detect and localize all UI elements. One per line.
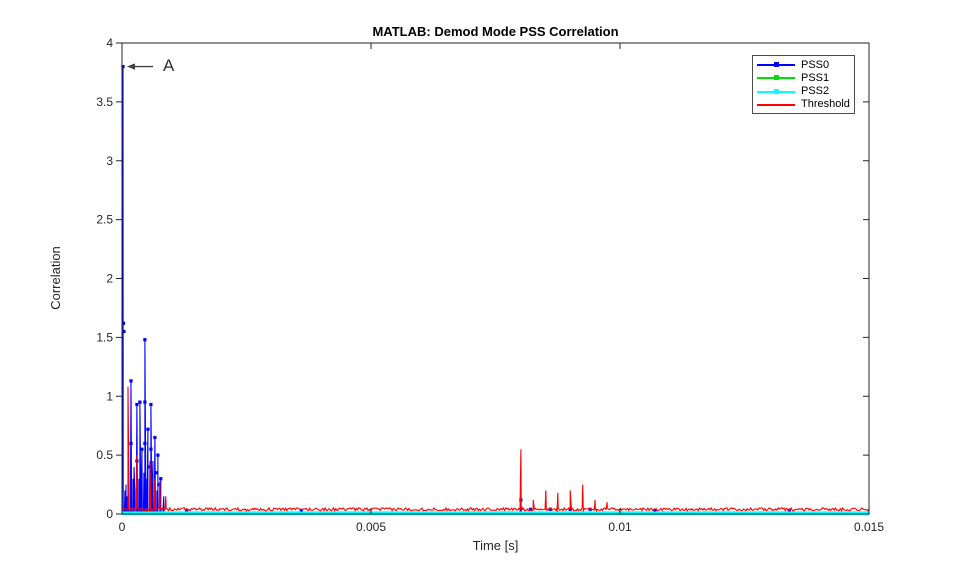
- chart-title: MATLAB: Demod Mode PSS Correlation: [372, 24, 619, 39]
- pss0-marker: [154, 471, 158, 475]
- pss0-marker: [156, 453, 160, 457]
- annotation-text-a[interactable]: A: [163, 56, 175, 75]
- x-axis-label: Time [s]: [472, 538, 519, 553]
- pss0-marker: [129, 441, 133, 445]
- legend-label: Threshold: [801, 98, 850, 111]
- pss0-series-line: [121, 66, 870, 516]
- y-tick-label: 3: [106, 154, 113, 168]
- pss0-marker: [140, 447, 144, 451]
- pss0-marker: [185, 508, 189, 513]
- legend-marker-icon: [774, 88, 779, 94]
- pss0-marker: [121, 65, 125, 69]
- pss0-marker: [122, 329, 126, 334]
- legend-marker-icon: [774, 62, 779, 68]
- y-tick-label: 2: [106, 272, 113, 286]
- annotation-arrowhead-icon: [126, 63, 135, 70]
- pss0-marker: [153, 435, 157, 440]
- legend-label: PSS1: [801, 71, 830, 84]
- x-tick-label: 0.015: [854, 520, 884, 534]
- y-tick-label: 1: [106, 389, 113, 403]
- y-tick-label: 0.5: [96, 448, 113, 462]
- y-tick-label: 0: [106, 507, 113, 521]
- pss0-marker: [143, 338, 147, 342]
- legend-entry-threshold[interactable]: Threshold: [753, 98, 854, 111]
- legend-entry-pss2[interactable]: PSS2: [753, 85, 854, 98]
- legend-line-sample-icon: [757, 85, 795, 98]
- legend-line-sample-icon: [757, 58, 795, 71]
- pss0-marker: [143, 400, 147, 404]
- pss0-marker: [129, 379, 133, 383]
- pss0-marker: [143, 441, 147, 445]
- pss0-marker: [299, 508, 303, 513]
- legend-label: PSS0: [801, 58, 830, 71]
- x-tick-label: 0.005: [356, 520, 386, 534]
- legend-line-sample-icon: [757, 71, 795, 84]
- y-tick-label: 1.5: [96, 330, 113, 344]
- pss0-marker: [548, 507, 552, 511]
- x-tick-label: 0.01: [608, 520, 632, 534]
- legend-entry-pss0[interactable]: PSS0: [753, 58, 854, 71]
- pss0-marker: [146, 427, 150, 431]
- legend-line-sample-icon: [757, 98, 795, 111]
- legend-entry-pss1[interactable]: PSS1: [753, 71, 854, 84]
- pss0-marker: [121, 321, 126, 325]
- y-axis-label: Correlation: [48, 246, 63, 310]
- y-tick-label: 3.5: [96, 95, 113, 109]
- pss0-marker: [568, 507, 572, 511]
- y-tick-label: 2.5: [96, 213, 113, 227]
- y-tick-label: 4: [106, 36, 113, 50]
- legend-marker-icon: [774, 75, 779, 81]
- pss0-marker: [159, 477, 163, 481]
- pss0-marker: [138, 400, 142, 404]
- pss0-marker: [135, 402, 139, 407]
- x-tick-label: 0: [119, 520, 126, 534]
- pss0-marker: [147, 465, 151, 469]
- pss0-marker: [653, 508, 657, 513]
- legend[interactable]: PSS0 PSS1 PSS2 Threshold: [752, 55, 855, 114]
- threshold-series-line: [122, 386, 870, 513]
- pss0-marker: [157, 483, 161, 487]
- pss0-marker: [149, 447, 153, 451]
- legend-label: PSS2: [801, 85, 830, 98]
- pss0-marker: [149, 402, 153, 407]
